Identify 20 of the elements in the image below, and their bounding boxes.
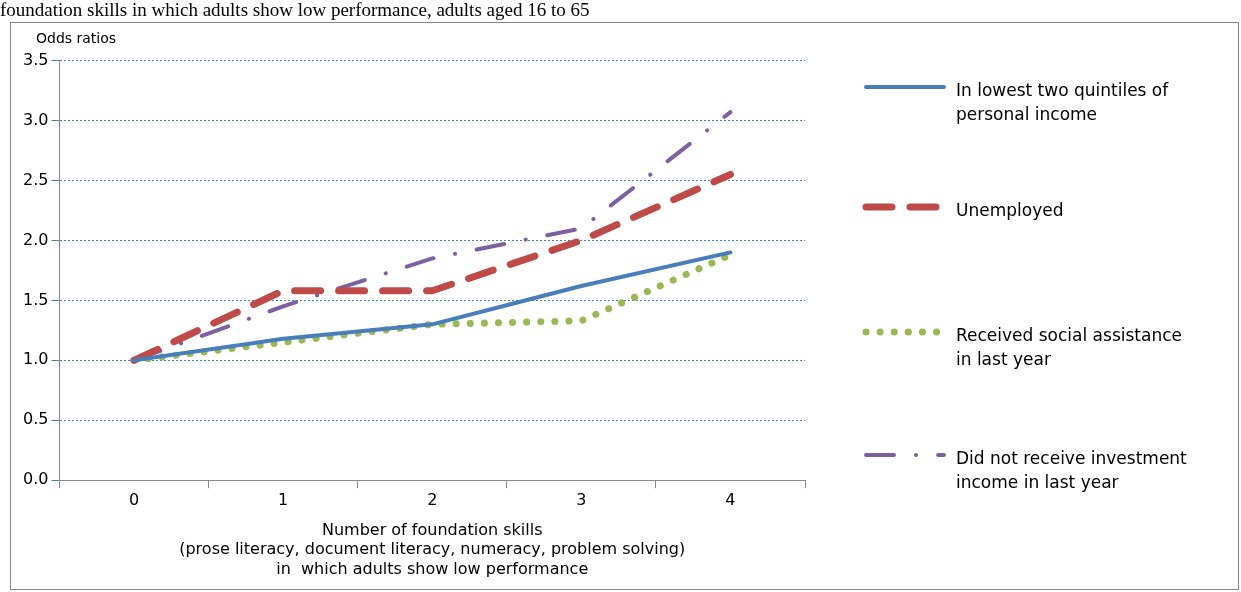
x-tick-label: 1 xyxy=(278,489,289,509)
x-tick-label: 0 xyxy=(128,489,140,509)
y-tick-label: 0.5 xyxy=(22,409,49,429)
y-tick-label: 3.0 xyxy=(22,109,49,129)
y-tick-label: 2.5 xyxy=(22,169,49,189)
y-tick-label: 1.0 xyxy=(22,349,49,369)
chart-title: foundation skills in which adults show low performance, adults aged 16 to 65 xyxy=(0,0,590,20)
y-axis-title: Odds ratios xyxy=(36,30,117,46)
legend-label: Did not receive investment income in last year xyxy=(956,447,1188,494)
x-tick-label: 3 xyxy=(576,489,587,509)
legend-label: Unemployed xyxy=(956,199,1065,222)
y-tick-label: 2.0 xyxy=(22,229,49,249)
y-tick-label: 3.5 xyxy=(22,49,49,69)
x-axis-title: Number of foundation skills (prose literacy, document literacy, numeracy, problem solving) in which adults show low performance xyxy=(179,520,686,578)
y-tick-label: 0.0 xyxy=(22,469,49,489)
legend-label: Received social assistance in last year xyxy=(956,324,1183,371)
legend-label: In lowest two quintiles of personal income xyxy=(956,79,1170,126)
x-tick-label: 4 xyxy=(725,489,736,509)
x-tick-label: 2 xyxy=(427,489,438,509)
y-tick-label: 1.5 xyxy=(22,289,49,309)
